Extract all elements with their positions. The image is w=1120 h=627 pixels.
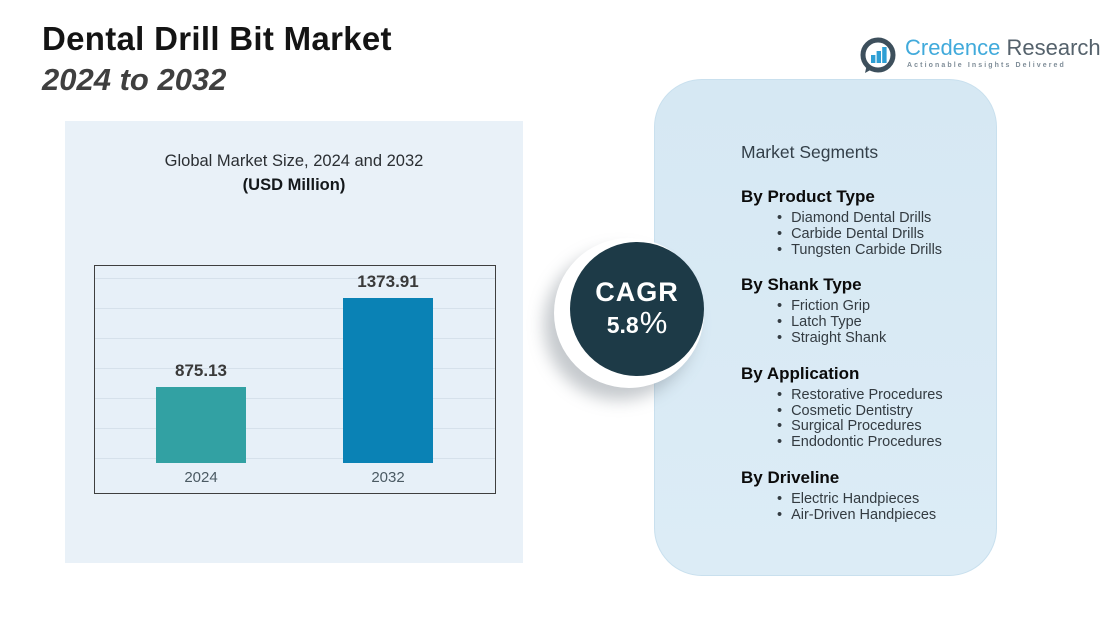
cagr-circle: CAGR 5.8% [570, 242, 704, 376]
category-label: 2024 [184, 469, 218, 486]
page-title-years: 2024 to 2032 [42, 62, 227, 97]
cagr-label: CAGR [595, 277, 679, 307]
segment-list: Diamond Dental DrillsCarbide Dental Dril… [741, 210, 978, 259]
bar-2032 [343, 298, 433, 463]
cagr-badge: CAGR 5.8% [554, 238, 704, 388]
segment-item: Carbide Dental Drills [777, 226, 978, 243]
segment-item: Electric Handpieces [777, 491, 978, 508]
segment-section-driveline: By Driveline Electric HandpiecesAir-Driv… [741, 468, 978, 524]
segment-item: Restorative Procedures [777, 387, 978, 404]
segments-title: Market Segments [741, 142, 879, 162]
segment-item: Tungsten Carbide Drills [777, 242, 978, 259]
segment-list: Friction GripLatch TypeStraight Shank [741, 299, 978, 346]
cagr-value: 5.8% [606, 305, 668, 340]
segment-item: Air-Driven Handpieces [777, 507, 978, 524]
segment-item: Diamond Dental Drills [777, 210, 978, 227]
chart-subtitle: (USD Million) [242, 176, 346, 194]
segment-section-shank-type: By Shank Type Friction GripLatch TypeStr… [741, 275, 978, 346]
segment-item: Cosmetic Dentistry [777, 403, 978, 420]
percent-sign: % [639, 305, 668, 340]
segment-item: Latch Type [777, 314, 978, 331]
segment-item: Friction Grip [777, 299, 978, 315]
chart-title: Global Market Size, 2024 and 2032 [164, 152, 424, 170]
segment-heading: By Application [741, 363, 860, 383]
bar-2024 [156, 387, 246, 463]
segment-item: Endodontic Procedures [777, 434, 978, 451]
page-title: Dental Drill Bit Market 2024 to 2032 [42, 18, 392, 100]
credence-research-logo: Credence Research Actionable Insights De… [858, 36, 1101, 81]
bar-chart-bubble-icon [858, 36, 898, 81]
category-label: 2032 [371, 469, 405, 486]
segment-section-product-type: By Product Type Diamond Dental DrillsCar… [741, 187, 978, 258]
plot-area: 875.13 2024 1373.91 2032 [94, 265, 496, 494]
segment-heading: By Shank Type [741, 275, 862, 295]
bar-value-label: 875.13 [175, 361, 227, 380]
market-size-chart-panel: Global Market Size, 2024 and 2032 (USD M… [65, 121, 523, 563]
logo-tagline: Actionable Insights Delivered [907, 62, 1066, 69]
logo-brand-name: Credence Research [905, 35, 1101, 60]
segment-section-application: By Application Restorative ProceduresCos… [741, 364, 978, 451]
page-title-main: Dental Drill Bit Market [42, 20, 392, 57]
market-segments-panel: Market Segments By Product Type Diamond … [654, 79, 997, 576]
segment-item: Surgical Procedures [777, 419, 978, 435]
segment-heading: By Driveline [741, 467, 840, 487]
bar-value-label: 1373.91 [357, 272, 419, 291]
segment-heading: By Product Type [741, 187, 875, 206]
segment-item: Straight Shank [777, 330, 978, 347]
segment-list: Restorative ProceduresCosmetic Dentistry… [741, 387, 978, 451]
segment-list: Electric HandpiecesAir-Driven Handpieces [741, 491, 978, 524]
